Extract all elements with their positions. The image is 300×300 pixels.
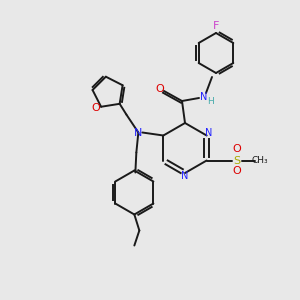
Text: F: F [213,21,219,31]
Text: N: N [134,128,142,137]
Text: O: O [156,84,164,94]
Text: O: O [232,145,241,154]
Text: N: N [205,128,212,139]
Text: CH₃: CH₃ [251,156,268,165]
Text: H: H [208,97,214,106]
Text: O: O [92,103,100,113]
Text: S: S [233,155,240,166]
Text: N: N [200,92,208,102]
Text: N: N [181,171,189,181]
Text: O: O [232,167,241,176]
